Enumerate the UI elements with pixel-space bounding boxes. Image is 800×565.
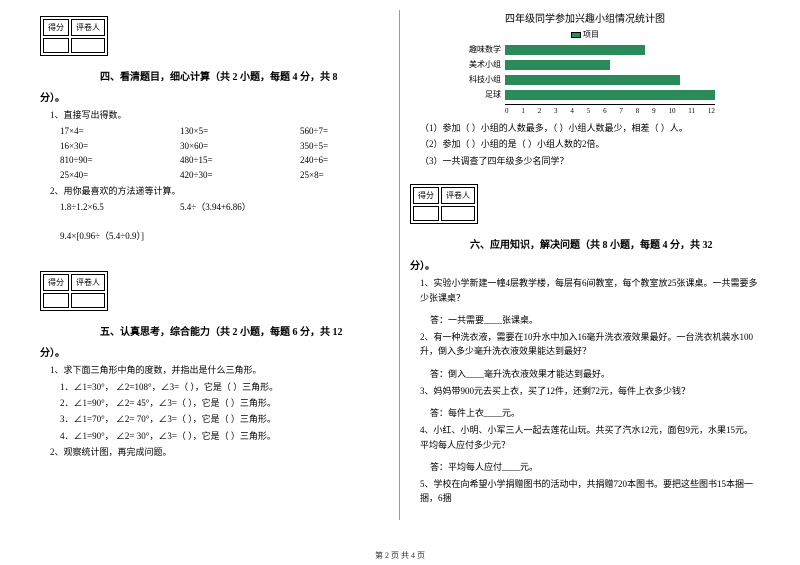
a6-2: 答：倒入____毫升洗衣液效果才能达到最好。 [430, 367, 760, 380]
section-6-title: 六、应用知识，解决问题（共 8 小题，每题 4 分，共 32 [470, 236, 760, 251]
x-axis: 0123456789101112 [505, 104, 715, 115]
axis-tick: 5 [587, 107, 591, 115]
q6-3: 3、妈妈带900元去买上衣，买了12件，还剩72元，每件上衣多少钱？ [420, 384, 760, 398]
calc-row: 16×30= 30×60= 350÷5= [60, 139, 389, 153]
q6-4: 4、小红、小明、小军三人一起去莲花山玩。共买了汽水12元，面包9元，水果15元。… [420, 423, 760, 452]
left-column: 得分 评卷人 四、看清题目，细心计算（共 2 小题，每题 4 分，共 8 分）。… [30, 10, 400, 520]
bar-label: 科技小组 [455, 74, 505, 85]
chart-title: 四年级同学参加兴趣小组情况统计图 [410, 10, 760, 25]
section-5-title: 五、认真思考，综合能力（共 2 小题，每题 6 分，共 12 [100, 323, 389, 338]
a6-3: 答：每件上衣____元。 [430, 406, 760, 419]
calc-item: 130×5= [180, 124, 260, 138]
page-footer: 第 2 页 共 4 页 [0, 550, 800, 561]
grader-label: 评卷人 [71, 19, 105, 36]
axis-tick: 10 [668, 107, 675, 115]
bar-label: 足球 [455, 89, 505, 100]
triangle-line: 1．∠1=30°， ∠2=108°，∠3=（ ），它是（ ）三角形。 [60, 380, 389, 394]
bar [505, 45, 645, 55]
axis-tick: 1 [521, 107, 525, 115]
score-label: 得分 [43, 274, 69, 291]
legend-text: 项目 [583, 30, 599, 39]
expr-c: 9.4×[0.96÷（5.4÷0.9）] [60, 229, 389, 243]
calc-item: 420÷30= [180, 168, 260, 182]
triangle-line: 3．∠1=70°， ∠2= 70°，∠3=（ ），它是（ ）三角形。 [60, 412, 389, 426]
chart-legend: 项目 [455, 29, 715, 40]
triangle-line: 2．∠1=90°， ∠2= 45°，∠3=（ ），它是（ ）三角形。 [60, 396, 389, 410]
calc-item: 17×4= [60, 124, 140, 138]
chart-q3: （3）一共调查了四年级多少名同学？ [420, 154, 760, 168]
right-column: 四年级同学参加兴趣小组情况统计图 项目 趣味数学美术小组科技小组足球 01234… [400, 10, 770, 520]
score-box-4: 得分 评卷人 [40, 16, 108, 56]
section-5-title2: 分）。 [40, 344, 389, 359]
calc-item: 480÷15= [180, 153, 260, 167]
expr-a: 1.8÷1.2×6.5 [60, 200, 140, 214]
bar-row: 趣味数学 [455, 44, 715, 55]
axis-tick: 4 [570, 107, 574, 115]
axis-tick: 11 [688, 107, 695, 115]
bar-row: 科技小组 [455, 74, 715, 85]
score-label: 得分 [43, 19, 69, 36]
bar-row: 足球 [455, 89, 715, 100]
section-6-title2: 分）。 [410, 257, 760, 272]
calc-item: 240÷6= [300, 153, 380, 167]
chart-q1: （1）参加（ ）小组的人数最多，（ ）小组人数最少，相差（ ）人。 [420, 121, 760, 135]
axis-tick: 7 [619, 107, 623, 115]
legend-swatch [571, 32, 581, 38]
axis-tick: 2 [538, 107, 542, 115]
axis-tick: 0 [505, 107, 509, 115]
q6-1: 1、实验小学新建一幢4层教学楼，每层有6间教室，每个教室放25张课桌。一共需要多… [420, 276, 760, 305]
chart-q2: （2）参加（ ）小组的是（ ）小组人数的2倍。 [420, 137, 760, 151]
q5-2: 2、观察统计图，再完成问题。 [50, 445, 389, 459]
axis-tick: 12 [708, 107, 715, 115]
triangle-rows: 1．∠1=30°， ∠2=108°，∠3=（ ），它是（ ）三角形。 2．∠1=9… [40, 380, 389, 444]
q6-2: 2、有一种洗衣液，需要在10升水中加入16毫升洗衣液效果最好。一台洗衣机装水10… [420, 330, 760, 359]
calc-row: 810÷90= 480÷15= 240÷6= [60, 153, 389, 167]
score-box-5: 得分 评卷人 [40, 271, 108, 311]
calc-item: 16×30= [60, 139, 140, 153]
calc-row: 17×4= 130×5= 560÷7= [60, 124, 389, 138]
axis-tick: 6 [603, 107, 607, 115]
expr-b: 5.4÷（3.94+6.86） [180, 200, 260, 214]
section-4-title2: 分）。 [40, 89, 389, 104]
calc-item: 30×60= [180, 139, 260, 153]
bar-row: 美术小组 [455, 59, 715, 70]
score-label: 得分 [413, 187, 439, 204]
grader-label: 评卷人 [71, 274, 105, 291]
grader-label: 评卷人 [441, 187, 475, 204]
score-box-6: 得分 评卷人 [410, 184, 478, 224]
a6-4: 答：平均每人应付____元。 [430, 460, 760, 473]
calc-item: 350÷5= [300, 139, 380, 153]
calc-item: 560÷7= [300, 124, 380, 138]
axis-tick: 9 [652, 107, 656, 115]
triangle-line: 4．∠1=90°， ∠2= 30°，∠3=（ ），它是（ ）三角形。 [60, 429, 389, 443]
calc-item: 25×40= [60, 168, 140, 182]
bar [505, 60, 610, 70]
q4-2: 2、用你最喜欢的方法递等计算。 [50, 184, 389, 198]
calc-item: 25×8= [300, 168, 380, 182]
q4-1: 1、直接写出得数。 [50, 108, 389, 122]
calc-item: 810÷90= [60, 153, 140, 167]
q4-2-expr: 1.8÷1.2×6.5 5.4÷（3.94+6.86） [60, 200, 389, 214]
calc-rows: 17×4=130×5=560÷7=16×30=30×60=350÷5=810÷9… [40, 124, 389, 182]
calc-row: 25×40= 420÷30= 25×8= [60, 168, 389, 182]
bar [505, 75, 680, 85]
axis-tick: 3 [554, 107, 558, 115]
q6-5: 5、学校在向希望小学捐赠图书的活动中，共捐赠720本图书。要把这些图书15本捆一… [420, 477, 760, 506]
bar [505, 90, 715, 100]
bar-label: 趣味数学 [455, 44, 505, 55]
bar-chart: 项目 趣味数学美术小组科技小组足球 0123456789101112 [455, 29, 715, 115]
section-4-title: 四、看清题目，细心计算（共 2 小题，每题 4 分，共 8 [100, 68, 389, 83]
bar-label: 美术小组 [455, 59, 505, 70]
a6-1: 答：一共需要____张课桌。 [430, 313, 760, 326]
axis-tick: 8 [636, 107, 640, 115]
q5-1: 1、求下面三角形中角的度数，并指出是什么三角形。 [50, 363, 389, 377]
